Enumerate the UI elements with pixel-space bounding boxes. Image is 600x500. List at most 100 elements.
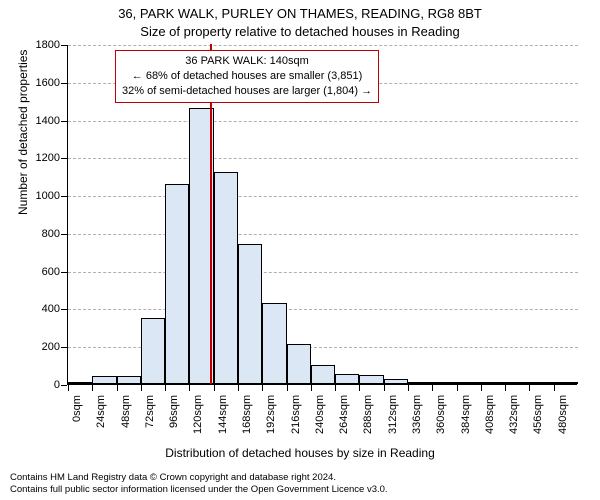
x-tick [214, 385, 215, 391]
x-tick-label: 192sqm [265, 395, 277, 434]
x-tick [359, 385, 360, 391]
x-axis-label: Distribution of detached houses by size … [0, 446, 600, 460]
histogram-bar [529, 382, 553, 384]
x-tick-label: 408sqm [484, 395, 496, 434]
y-tick-label: 1600 [10, 77, 60, 89]
x-tick [408, 385, 409, 391]
histogram-bar [165, 184, 189, 384]
x-tick [457, 385, 458, 391]
x-tick [335, 385, 336, 391]
y-tick-label: 1800 [10, 39, 60, 51]
y-tick [61, 385, 67, 386]
title-sub: Size of property relative to detached ho… [0, 24, 600, 39]
gridline [68, 196, 578, 197]
info-box: 36 PARK WALK: 140sqm ← 68% of detached h… [115, 50, 379, 103]
y-tick [61, 347, 67, 348]
histogram-bar [287, 344, 311, 384]
x-tick-label: 288sqm [362, 395, 374, 434]
y-tick-label: 800 [10, 228, 60, 240]
histogram-bar [238, 244, 262, 384]
x-tick-label: 120sqm [192, 395, 204, 434]
histogram-bar [141, 318, 165, 384]
x-tick [529, 385, 530, 391]
x-tick-label: 312sqm [387, 395, 399, 434]
x-tick [481, 385, 482, 391]
y-tick-label: 1400 [10, 115, 60, 127]
y-tick-label: 0 [10, 379, 60, 391]
x-tick-label: 0sqm [71, 395, 83, 422]
histogram-bar [92, 376, 116, 384]
y-tick [61, 121, 67, 122]
y-tick-label: 200 [10, 341, 60, 353]
x-tick-label: 96sqm [168, 395, 180, 428]
histogram-bar [311, 365, 335, 384]
x-tick [384, 385, 385, 391]
histogram-bar [68, 382, 92, 384]
histogram-bar [505, 382, 529, 384]
y-tick-label: 400 [10, 303, 60, 315]
histogram-bar [481, 382, 505, 384]
gridline [68, 45, 578, 46]
x-tick [432, 385, 433, 391]
x-tick [189, 385, 190, 391]
x-tick [238, 385, 239, 391]
x-tick-label: 48sqm [120, 395, 132, 428]
gridline [68, 309, 578, 310]
x-tick-label: 432sqm [508, 395, 520, 434]
y-tick-label: 1200 [10, 152, 60, 164]
x-tick [262, 385, 263, 391]
y-tick [61, 309, 67, 310]
histogram-bar [554, 382, 578, 384]
x-tick-label: 384sqm [460, 395, 472, 434]
gridline [68, 158, 578, 159]
footer-line2: Contains full public sector information … [10, 484, 388, 496]
histogram-bar [117, 376, 141, 384]
y-tick-label: 1000 [10, 190, 60, 202]
x-tick-label: 264sqm [338, 395, 350, 434]
y-tick [61, 272, 67, 273]
x-tick [554, 385, 555, 391]
y-tick [61, 45, 67, 46]
histogram-bar [408, 382, 432, 384]
x-tick-label: 360sqm [435, 395, 447, 434]
y-tick [61, 234, 67, 235]
footer-attribution: Contains HM Land Registry data © Crown c… [10, 472, 388, 496]
footer-line1: Contains HM Land Registry data © Crown c… [10, 472, 388, 484]
histogram-bar [262, 303, 286, 384]
x-tick-label: 480sqm [557, 395, 569, 434]
x-tick [505, 385, 506, 391]
x-tick-label: 336sqm [411, 395, 423, 434]
x-tick-label: 168sqm [241, 395, 253, 434]
x-tick-label: 24sqm [95, 395, 107, 428]
chart-container: 36, PARK WALK, PURLEY ON THAMES, READING… [0, 0, 600, 500]
gridline [68, 234, 578, 235]
title-main: 36, PARK WALK, PURLEY ON THAMES, READING… [0, 6, 600, 21]
y-tick [61, 83, 67, 84]
x-tick [141, 385, 142, 391]
histogram-bar [457, 382, 481, 384]
x-tick [68, 385, 69, 391]
y-tick [61, 196, 67, 197]
gridline [68, 121, 578, 122]
x-tick [92, 385, 93, 391]
gridline [68, 272, 578, 273]
x-tick-label: 456sqm [532, 395, 544, 434]
histogram-bar [335, 374, 359, 384]
x-tick-label: 144sqm [217, 395, 229, 434]
x-tick-label: 72sqm [144, 395, 156, 428]
histogram-bar [359, 375, 383, 384]
y-tick [61, 158, 67, 159]
info-box-line3: 32% of semi-detached houses are larger (… [122, 84, 372, 99]
y-tick-label: 600 [10, 266, 60, 278]
histogram-bar [384, 379, 408, 384]
info-box-line2: ← 68% of detached houses are smaller (3,… [122, 69, 372, 84]
info-box-line1: 36 PARK WALK: 140sqm [122, 54, 372, 69]
x-tick-label: 216sqm [290, 395, 302, 434]
histogram-bar [432, 382, 456, 384]
x-tick [311, 385, 312, 391]
x-tick-label: 240sqm [314, 395, 326, 434]
x-tick [117, 385, 118, 391]
histogram-bar [214, 172, 238, 384]
x-tick [287, 385, 288, 391]
x-tick [165, 385, 166, 391]
